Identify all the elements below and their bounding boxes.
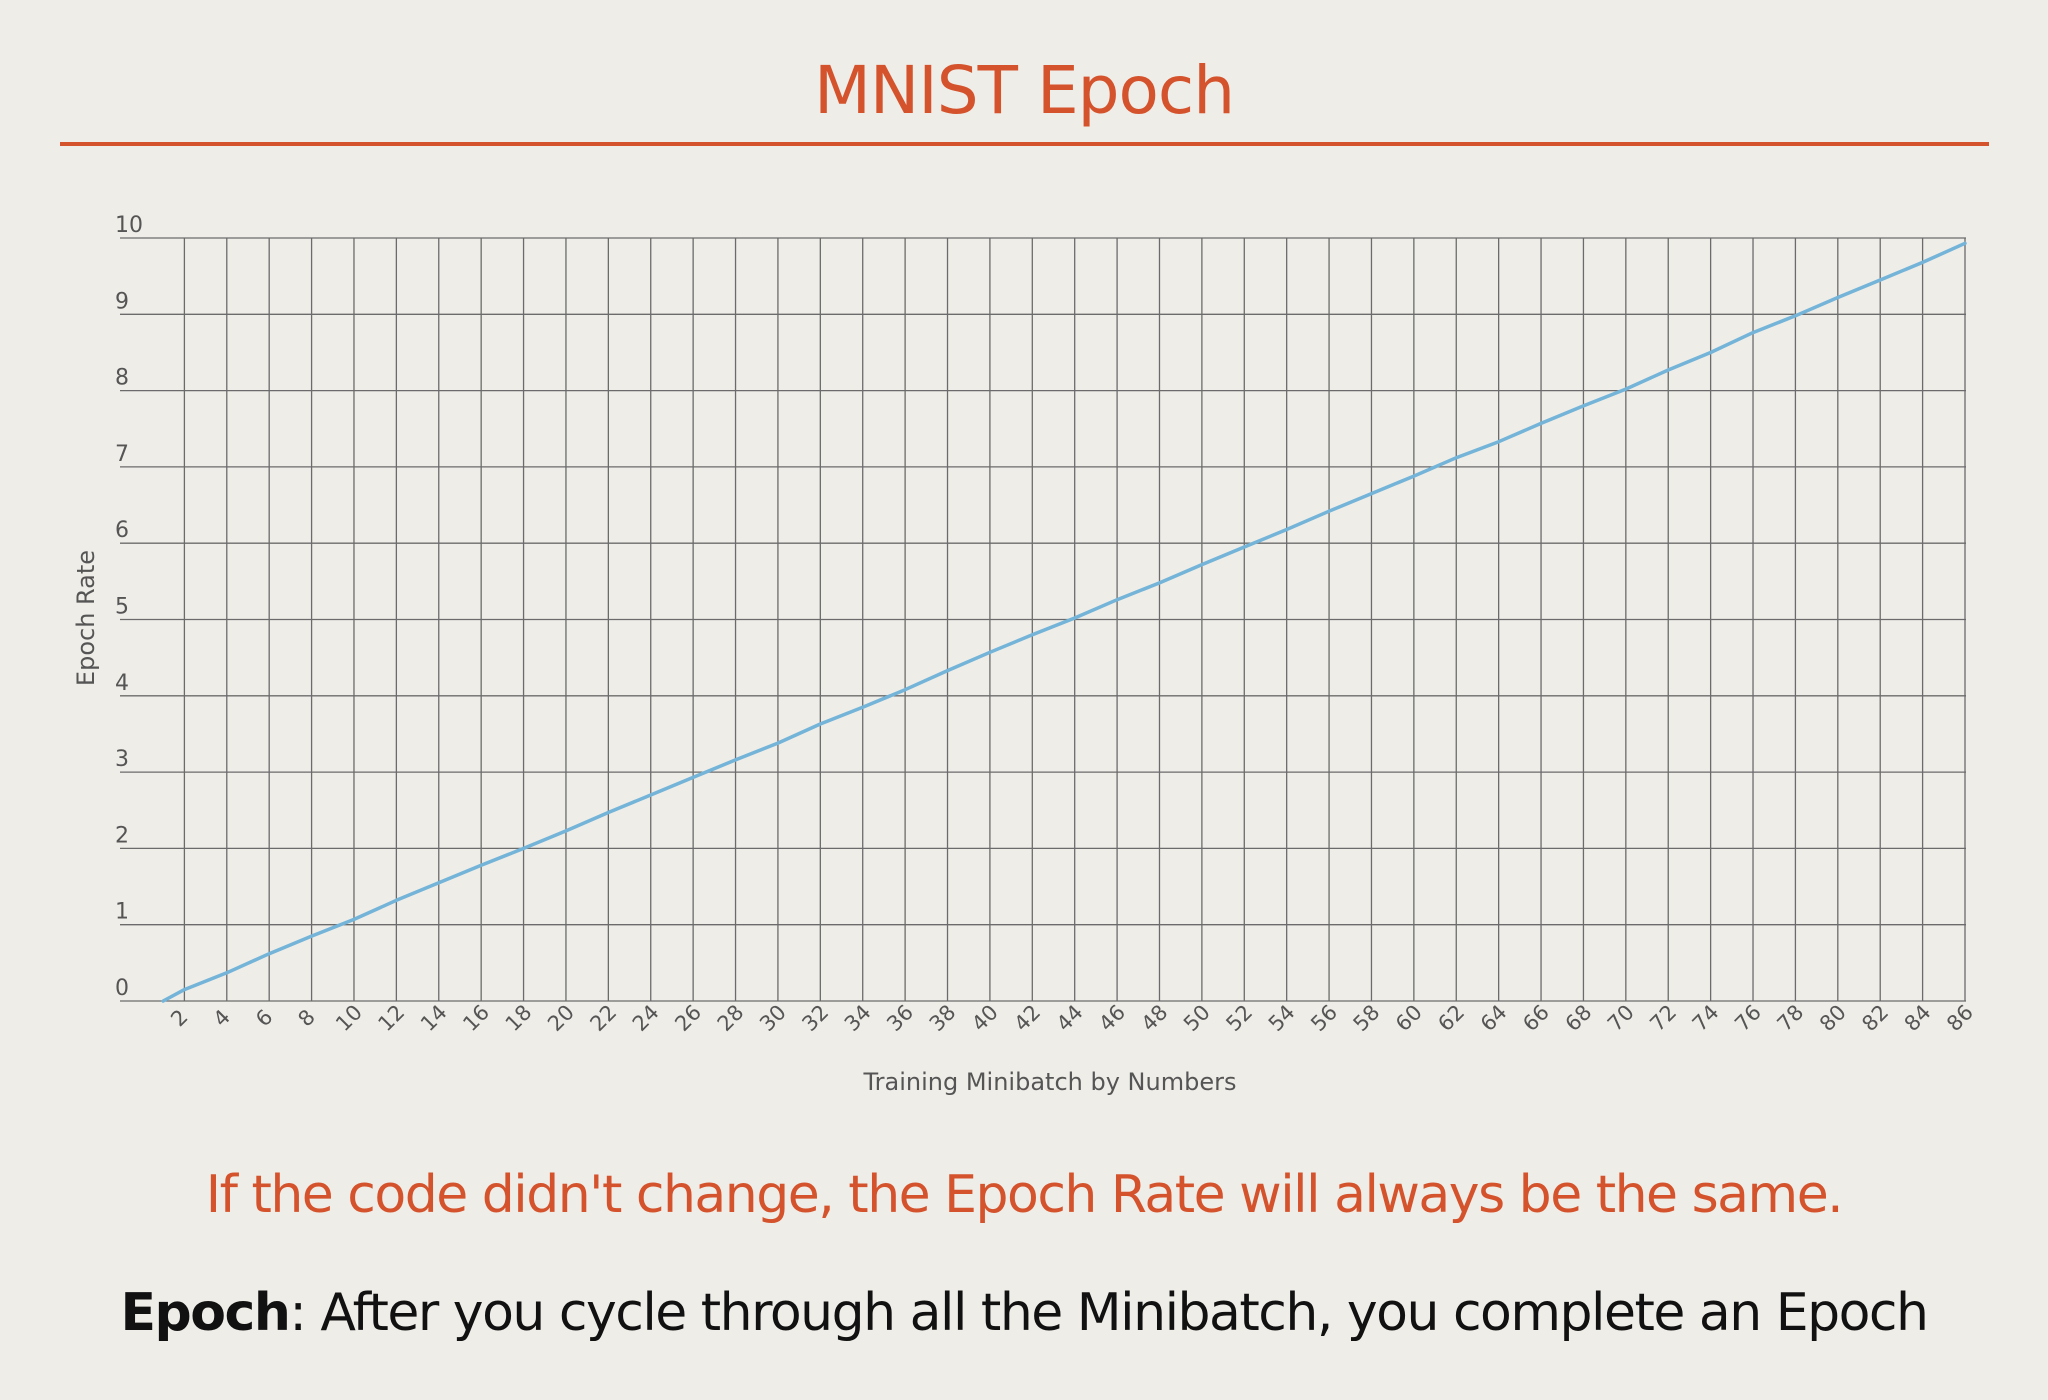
x-tick-label: 68	[1561, 1000, 1597, 1036]
x-tick-label: 64	[1476, 1000, 1512, 1036]
x-tick-label: 18	[501, 1000, 537, 1036]
y-axis-label: Epoch Rate	[72, 550, 100, 686]
x-tick-label: 56	[1306, 1000, 1342, 1036]
x-tick-label: 4	[209, 1005, 235, 1031]
y-axis-ticks: 0 1 2 3 4 5 6 7 8 9 10	[115, 213, 143, 1001]
x-tick-label: 36	[882, 1000, 918, 1036]
y-tick-label: 6	[115, 518, 129, 543]
x-tick-label: 62	[1433, 1000, 1469, 1036]
x-tick-label: 78	[1773, 1000, 1809, 1036]
x-axis-label: Training Minibatch by Numbers	[863, 1068, 1237, 1096]
x-tick-label: 30	[755, 1000, 791, 1036]
x-tick-label: 70	[1603, 1000, 1639, 1036]
chart-grid	[120, 237, 1966, 1002]
title-divider	[60, 142, 1989, 146]
y-tick-label: 8	[115, 366, 129, 391]
x-tick-label: 22	[585, 1000, 621, 1036]
x-tick-label: 48	[1137, 1000, 1173, 1036]
x-tick-label: 42	[1009, 1000, 1045, 1036]
series-line	[161, 241, 1967, 1003]
x-tick-label: 8	[293, 1005, 319, 1031]
definition-term: Epoch	[120, 1283, 291, 1343]
x-tick-label: 80	[1815, 1000, 1851, 1036]
x-tick-label: 14	[416, 1000, 452, 1036]
x-tick-label: 20	[543, 1000, 579, 1036]
x-tick-label: 2	[166, 1005, 192, 1031]
y-tick-label: 1	[115, 900, 129, 925]
y-tick-label: 10	[115, 213, 143, 238]
x-tick-label: 58	[1349, 1000, 1385, 1036]
x-tick-label: 72	[1645, 1000, 1681, 1036]
x-tick-label: 26	[670, 1000, 706, 1036]
x-axis-ticks: 2 4 6 8 10 12 14 16 18 20 22 24 26 28 30 32 34 36 38 40 42 44…	[166, 1000, 1978, 1036]
y-tick-label: 3	[115, 747, 129, 772]
y-tick-label: 5	[115, 595, 129, 620]
x-tick-label: 38	[925, 1000, 961, 1036]
epoch-rate-note: If the code didn't change, the Epoch Rat…	[205, 1165, 1844, 1225]
x-tick-label: 10	[331, 1000, 367, 1036]
y-tick-label: 2	[115, 823, 129, 848]
y-tick-label: 0	[115, 976, 129, 1001]
x-tick-label: 86	[1942, 1000, 1978, 1036]
y-tick-label: 9	[115, 289, 129, 314]
x-tick-label: 52	[1221, 1000, 1257, 1036]
x-tick-label: 74	[1688, 1000, 1724, 1036]
chart-series	[161, 241, 1967, 1003]
slide-title: MNIST Epoch	[813, 52, 1235, 129]
x-tick-label: 66	[1518, 1000, 1554, 1036]
y-tick-label: 7	[115, 442, 129, 467]
x-tick-label: 28	[713, 1000, 749, 1036]
y-tick-label: 4	[115, 671, 129, 696]
epoch-definition: Epoch: After you cycle through all the M…	[0, 1283, 2048, 1343]
x-tick-label: 54	[1264, 1000, 1300, 1036]
x-tick-label: 6	[251, 1005, 277, 1031]
x-tick-label: 50	[1179, 1000, 1215, 1036]
x-tick-label: 46	[1094, 1000, 1130, 1036]
x-tick-label: 12	[373, 1000, 409, 1036]
x-tick-label: 76	[1730, 1000, 1766, 1036]
definition-text: : After you cycle through all the Miniba…	[289, 1283, 1929, 1343]
x-tick-label: 34	[840, 1000, 876, 1036]
x-tick-label: 16	[458, 1000, 494, 1036]
x-tick-label: 84	[1900, 1000, 1936, 1036]
x-tick-label: 60	[1391, 1000, 1427, 1036]
x-tick-label: 82	[1857, 1000, 1893, 1036]
x-tick-label: 24	[628, 1000, 664, 1036]
x-tick-label: 32	[797, 1000, 833, 1036]
x-tick-label: 44	[1052, 1000, 1088, 1036]
x-tick-label: 40	[967, 1000, 1003, 1036]
